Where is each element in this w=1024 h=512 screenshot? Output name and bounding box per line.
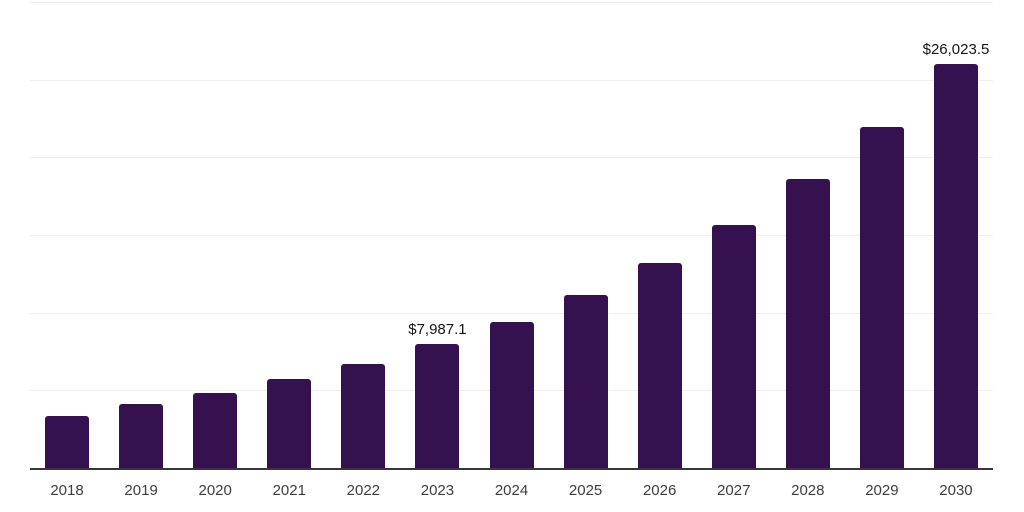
x-tick-2025: 2025 bbox=[568, 482, 603, 499]
bar-column-2022 bbox=[326, 2, 400, 468]
bar-2026 bbox=[637, 263, 682, 468]
bar-column-2018 bbox=[30, 2, 104, 468]
gridline bbox=[30, 79, 993, 81]
gridline bbox=[30, 312, 993, 314]
bar-2018 bbox=[45, 415, 90, 468]
gridline bbox=[30, 2, 993, 3]
data-label-2023: $7,987.1 bbox=[408, 320, 467, 338]
bar-2027 bbox=[711, 225, 756, 468]
bar-column-2030: $26,023.5 bbox=[919, 2, 993, 468]
x-tick-2029: 2029 bbox=[865, 482, 899, 499]
bar-column-2021 bbox=[252, 2, 326, 468]
x-tick-2026: 2026 bbox=[642, 482, 677, 499]
bar-column-2028 bbox=[771, 2, 845, 468]
gridline bbox=[30, 157, 993, 159]
x-axis-labels: 2018 2019 2020 2021 2022 2023 2024 2025 2026 2027… bbox=[30, 472, 993, 498]
x-tick-2030: 2030 bbox=[939, 482, 973, 499]
bar-column-2023: $7,987.1 bbox=[400, 2, 474, 468]
bar-2019 bbox=[119, 404, 164, 468]
x-tick-2022: 2022 bbox=[346, 482, 381, 499]
bars-row: $7,987.1 $26,023.5 bbox=[30, 2, 993, 468]
bar-column-2025 bbox=[549, 2, 623, 468]
bar-column-2027 bbox=[697, 2, 771, 468]
x-tick-2027: 2027 bbox=[717, 482, 751, 499]
bar-2021 bbox=[267, 379, 312, 468]
x-tick-2028: 2028 bbox=[791, 482, 825, 499]
bar-2020 bbox=[193, 393, 238, 468]
bar-2028 bbox=[785, 179, 830, 468]
bar-2024 bbox=[489, 321, 534, 468]
bar-2030 bbox=[933, 63, 978, 468]
bar-column-2026 bbox=[623, 2, 697, 468]
bar-2025 bbox=[563, 294, 608, 468]
x-tick-2023: 2023 bbox=[420, 482, 455, 499]
x-tick-2020: 2020 bbox=[198, 482, 232, 499]
x-tick-2021: 2021 bbox=[272, 482, 306, 499]
gridline bbox=[30, 235, 993, 236]
x-tick-2019: 2019 bbox=[124, 482, 158, 499]
bar-2029 bbox=[859, 127, 904, 468]
data-label-2030: $26,023.5 bbox=[922, 40, 990, 58]
bar-column-2029 bbox=[845, 2, 919, 468]
bar-column-2020 bbox=[178, 2, 252, 468]
plot-area: $7,987.1 $26,023.5 bbox=[30, 2, 993, 470]
x-tick-2024: 2024 bbox=[494, 482, 529, 499]
x-tick-2018: 2018 bbox=[50, 482, 84, 499]
bar-column-2024 bbox=[474, 2, 548, 468]
bar-2023 bbox=[415, 343, 460, 468]
bar-2022 bbox=[341, 363, 386, 468]
bar-column-2019 bbox=[104, 2, 178, 468]
